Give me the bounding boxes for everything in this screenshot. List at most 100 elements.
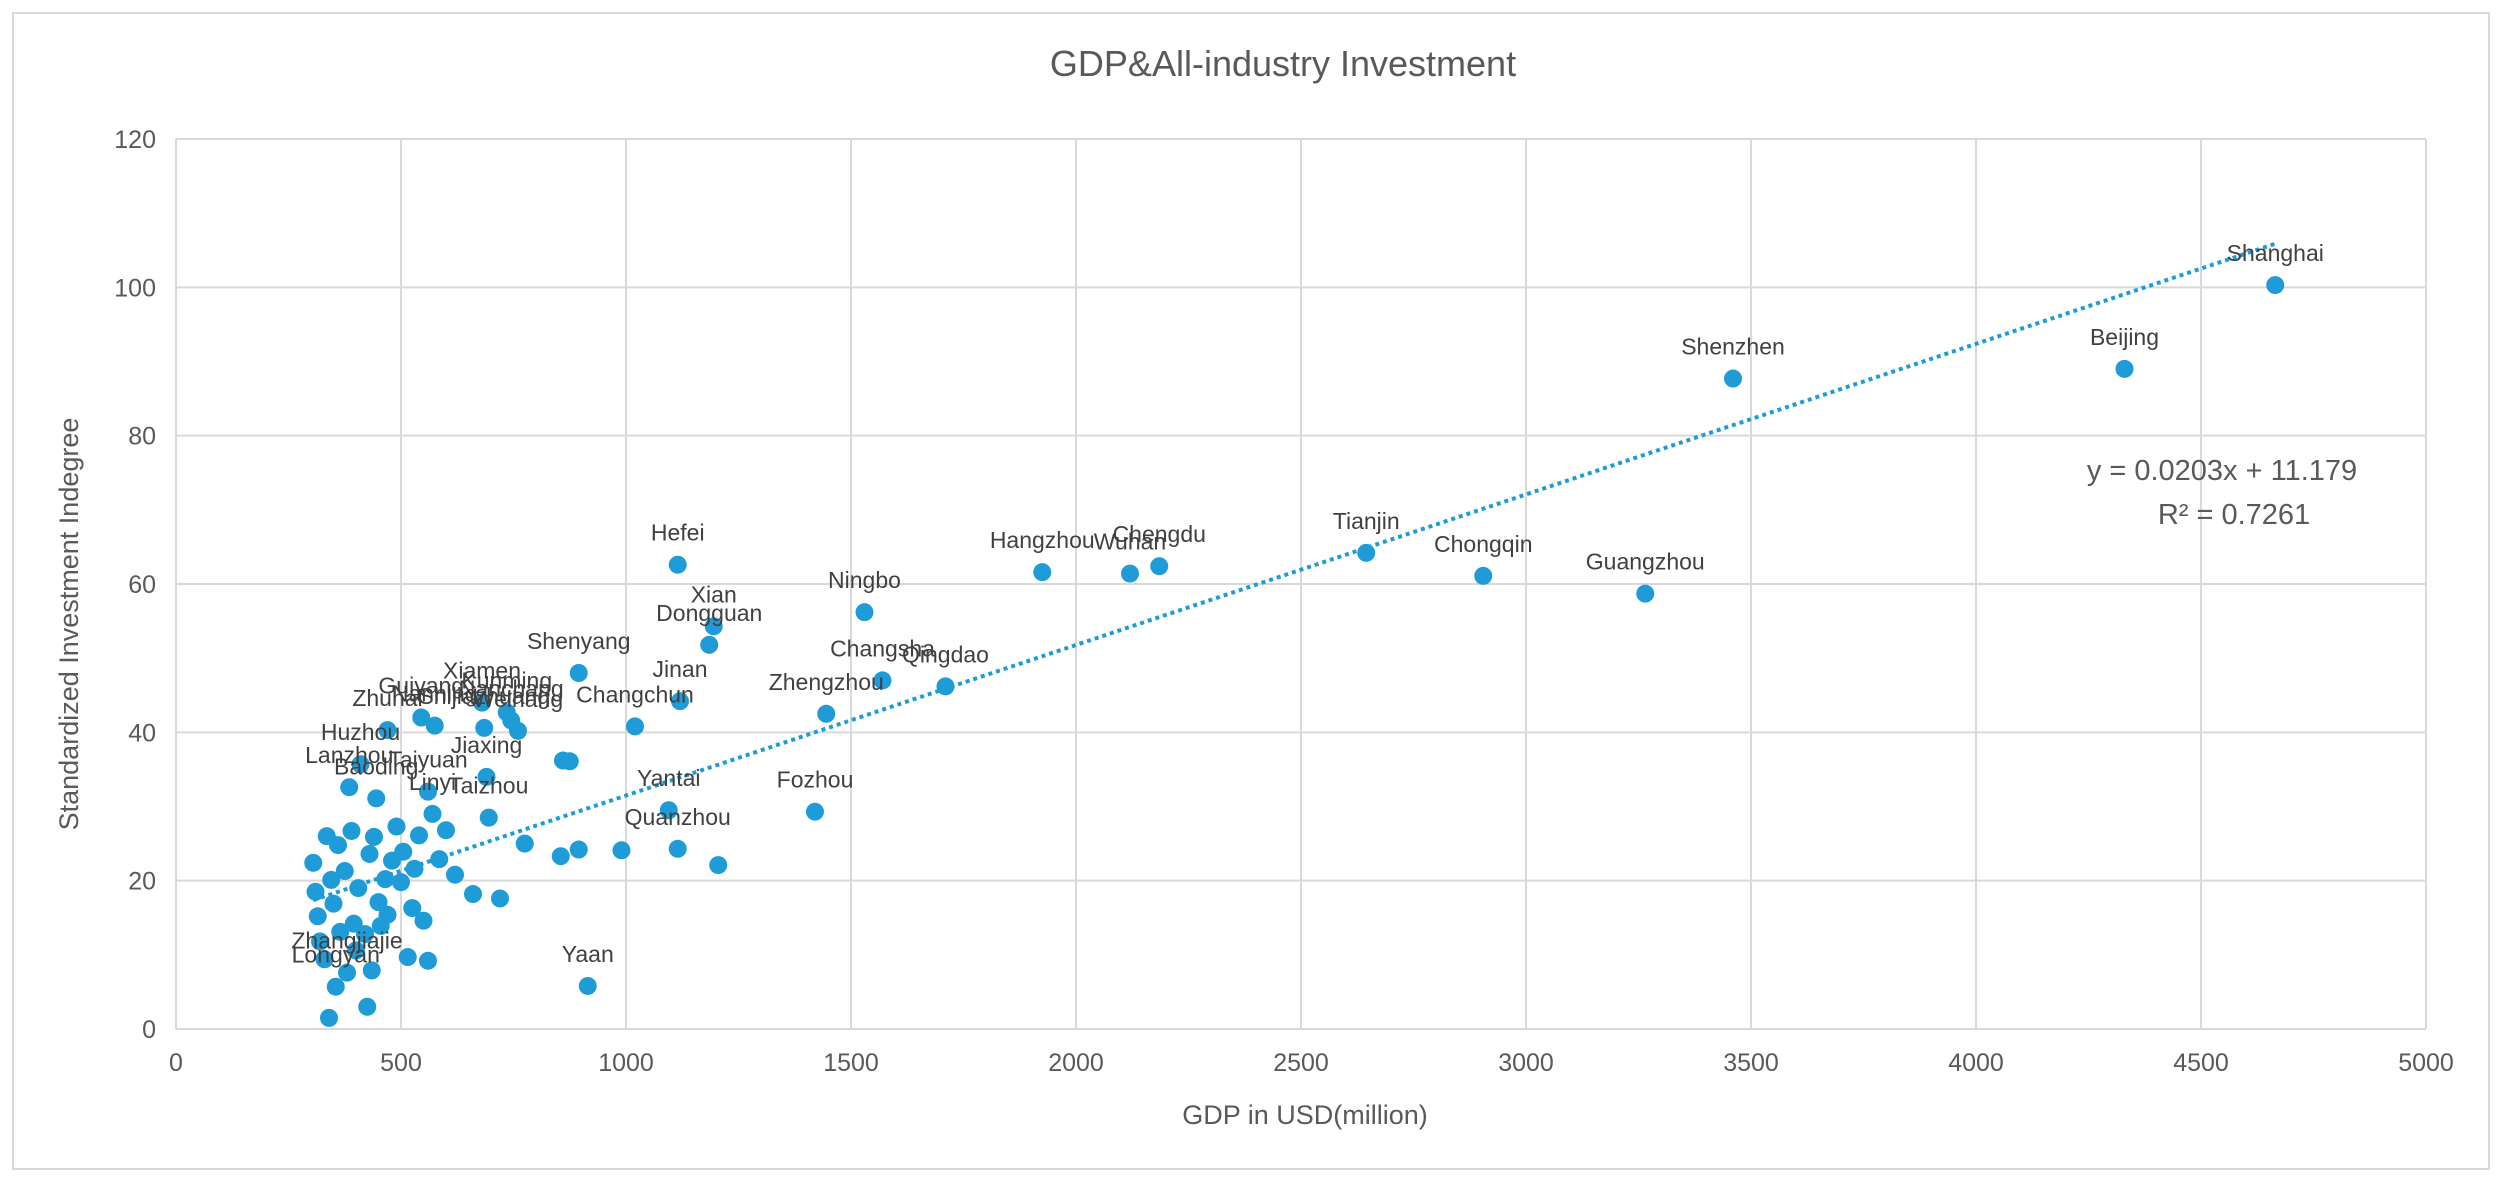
y-tick-label: 20	[128, 868, 156, 896]
data-point	[423, 804, 442, 823]
data-point	[554, 751, 572, 770]
data-point	[331, 922, 350, 941]
data-point	[497, 703, 516, 722]
data-point-label: Shenzhen	[1681, 334, 1785, 360]
data-point-label: Taizhou	[449, 773, 528, 799]
data-point	[704, 617, 723, 636]
data-point-label: Taiyuan	[388, 747, 467, 773]
data-point	[936, 677, 955, 696]
data-point	[873, 671, 892, 690]
data-point-label: Weihang	[473, 686, 563, 712]
data-point	[306, 882, 325, 901]
x-tick-label: 2000	[1048, 1049, 1104, 1077]
data-point	[340, 778, 359, 797]
data-point-label: Zhengzhou	[769, 669, 884, 695]
data-point	[304, 853, 323, 872]
data-point	[430, 850, 449, 869]
trendline-r-squared: R² = 0.7261	[2158, 499, 2310, 531]
x-tick-label: 2500	[1273, 1049, 1329, 1077]
data-point	[464, 885, 482, 904]
data-point	[551, 847, 570, 866]
data-point	[2266, 276, 2285, 295]
data-point	[569, 664, 588, 682]
data-point	[376, 870, 395, 889]
data-point	[322, 870, 341, 889]
data-point-label: Fozhou	[777, 767, 854, 793]
data-point	[358, 997, 377, 1016]
data-point	[1474, 566, 1493, 585]
data-point-label: Hangzhou	[990, 527, 1095, 553]
data-point-label: Xiamen	[443, 658, 521, 684]
data-point-label: Nanning	[392, 681, 478, 707]
data-point	[317, 827, 336, 846]
data-point-label: Yantai	[637, 765, 701, 791]
data-point	[342, 821, 361, 840]
data-point	[403, 899, 422, 918]
data-point	[324, 894, 343, 913]
data-point	[326, 977, 345, 996]
data-point-label: Guiyang	[378, 673, 464, 699]
data-point	[1357, 543, 1376, 562]
chart-frame: 0 500 1000 1500 2000 2500 3000 3500 4000 4500 5000…	[12, 12, 2490, 1170]
data-point	[347, 941, 365, 960]
data-point	[398, 948, 417, 967]
data-point	[419, 782, 437, 801]
data-point	[378, 905, 397, 924]
data-point	[477, 767, 496, 786]
data-point-label: Changchun	[576, 681, 694, 707]
data-point-label: Zhuhai	[352, 685, 422, 711]
data-point-label: Linyi	[409, 769, 456, 795]
y-tick-label: 60	[128, 571, 156, 599]
data-point-label: Changsha	[830, 635, 935, 661]
data-point	[367, 789, 386, 808]
x-tick-label: 3500	[1723, 1049, 1779, 1077]
y-tick-label: 40	[128, 719, 156, 747]
x-tick-label: 5000	[2398, 1049, 2454, 1077]
data-point-label: Shijiazhuang	[418, 683, 550, 709]
data-point	[1121, 564, 1139, 583]
x-tick-label: 3000	[1498, 1049, 1554, 1077]
data-point	[414, 911, 433, 930]
data-point	[362, 961, 381, 980]
data-point-label: Beijing	[2090, 324, 2159, 350]
data-point	[1724, 369, 1742, 388]
data-point	[659, 801, 678, 820]
data-point	[412, 708, 431, 727]
x-tick-label: 0	[169, 1049, 183, 1077]
data-point	[817, 704, 836, 723]
gridlines	[175, 138, 2427, 1030]
data-point	[515, 834, 534, 853]
data-point	[475, 718, 494, 737]
data-point-label: Huzhou	[321, 719, 400, 745]
trendline	[312, 241, 2276, 903]
data-point-label: Kunming	[461, 667, 552, 693]
data-point	[700, 635, 719, 654]
data-point-label: Chongqin	[1434, 531, 1532, 557]
data-point	[410, 826, 428, 845]
data-point-label: Jiaxing	[451, 732, 523, 758]
y-tick-label: 120	[114, 126, 156, 154]
data-point	[668, 839, 687, 858]
data-point	[479, 808, 498, 827]
data-point	[308, 907, 327, 926]
data-point	[578, 976, 597, 995]
data-point-label: Dongguan	[656, 600, 762, 626]
data-point	[569, 840, 588, 859]
data-point	[311, 932, 329, 951]
data-point	[387, 817, 406, 836]
data-point-label: Shanghai	[2227, 240, 2324, 266]
data-point	[378, 721, 397, 740]
y-tick-label: 80	[128, 423, 156, 451]
data-point	[349, 879, 368, 898]
data-point-label: Ningbo	[828, 567, 901, 593]
data-point	[446, 865, 464, 884]
data-point-label: Zhangjiajie	[291, 928, 402, 954]
trendline-group	[312, 241, 2276, 903]
data-point	[668, 555, 687, 574]
data-point	[806, 802, 824, 821]
data-point	[626, 717, 644, 736]
data-point	[351, 755, 370, 774]
data-point	[360, 844, 379, 863]
data-point	[709, 856, 728, 875]
data-point	[315, 950, 334, 969]
